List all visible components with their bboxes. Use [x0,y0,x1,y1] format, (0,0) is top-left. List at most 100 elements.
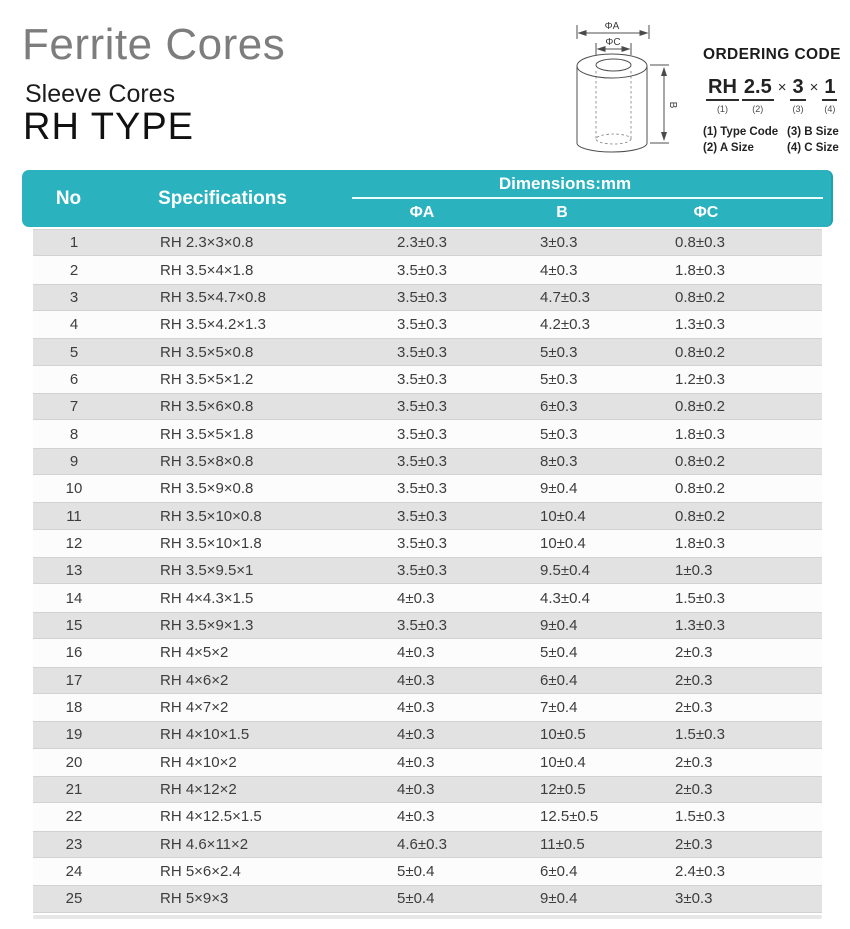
cell-phi-c: 0.8±0.3 [675,234,725,252]
cell-phi-c: 0.8±0.2 [675,480,725,498]
cell-phi-a: 3.5±0.3 [397,562,447,580]
page-title: Ferrite Cores [22,20,286,69]
cell-specification: RH 4×7×2 [160,699,229,717]
column-header-dimensions: Dimensions:mm [498,173,632,193]
cell-phi-a: 4±0.3 [397,699,435,717]
ordering-code-index: (4) [824,104,836,114]
cell-phi-c: 1.8±0.3 [675,534,725,552]
table-row: 20 RH 4×10×2 4±0.3 10±0.4 2±0.3 [33,748,822,776]
cell-phi-c: 0.8±0.2 [675,507,725,525]
cell-no: 5 [69,343,79,361]
table-row: 19 RH 4×10×1.5 4±0.3 10±0.5 1.5±0.3 [33,721,822,749]
cell-phi-a: 3.5±0.3 [397,616,447,634]
cell-b: 10±0.4 [540,753,586,771]
ordering-code-token: 3 [790,77,806,101]
cell-specification: RH 5×9×3 [160,890,229,908]
table-row: 18 RH 4×7×2 4±0.3 7±0.4 2±0.3 [33,693,822,722]
table-body: 1 RH 2.3×3×0.8 2.3±0.3 3±0.3 0.8±0.3 2 R… [33,229,822,913]
cell-phi-a: 4.6±0.3 [397,835,447,853]
cell-b: 5±0.3 [540,425,578,443]
column-header-phi-a: ΦA [409,204,435,221]
cell-no: 21 [65,781,83,799]
cell-phi-a: 3.5±0.3 [397,261,447,279]
cell-b: 4.3±0.4 [540,589,590,607]
table-row: 14 RH 4×4.3×1.5 4±0.3 4.3±0.4 1.5±0.3 [33,584,822,612]
ordering-code-heading: ORDERING CODE [703,46,841,63]
cell-no: 24 [65,863,83,881]
legend-item: (4) C Size [787,142,839,154]
table-row: 12 RH 3.5×10×1.8 3.5±0.3 10±0.4 1.8±0.3 [33,529,822,558]
cell-phi-a: 4±0.3 [397,726,435,744]
cell-no: 8 [69,425,79,443]
cell-b: 4.2±0.3 [540,316,590,334]
cell-b: 10±0.5 [540,726,586,744]
cell-b: 9±0.4 [540,890,578,908]
cell-phi-c: 1.3±0.3 [675,616,725,634]
cell-b: 6±0.4 [540,863,578,881]
cell-phi-a: 3.5±0.3 [397,316,447,334]
cell-specification: RH 3.5×8×0.8 [160,452,254,470]
column-header-no: No [55,187,82,209]
cell-no: 18 [65,699,83,717]
cell-specification: RH 3.5×4.2×1.3 [160,316,266,334]
cell-phi-c: 1.3±0.3 [675,316,725,334]
ordering-code-part: RH (1) [703,77,739,114]
cell-no: 15 [65,616,83,634]
cell-b: 5±0.4 [540,644,578,662]
cell-b: 10±0.4 [540,507,586,525]
cell-phi-c: 2±0.3 [675,835,713,853]
cell-b: 9±0.4 [540,616,578,634]
cell-specification: RH 4×5×2 [160,644,229,662]
diagram-label-b: B [667,102,678,109]
cell-no: 16 [65,644,83,662]
cell-phi-c: 2±0.3 [675,644,713,662]
cell-phi-a: 3.5±0.3 [397,480,447,498]
cell-specification: RH 4×4.3×1.5 [160,589,254,607]
legend-item: (3) B Size [787,126,839,138]
cell-phi-a: 2.3±0.3 [397,234,447,252]
cell-no: 20 [65,753,83,771]
cell-b: 6±0.3 [540,398,578,416]
table-row: 4 RH 3.5×4.2×1.3 3.5±0.3 4.2±0.3 1.3±0.3 [33,311,822,339]
cell-specification: RH 3.5×5×1.8 [160,425,254,443]
cell-phi-c: 1.8±0.3 [675,261,725,279]
cell-phi-c: 0.8±0.2 [675,398,725,416]
cell-phi-c: 3±0.3 [675,890,713,908]
cell-no: 2 [69,261,79,279]
cell-phi-c: 1.5±0.3 [675,808,725,826]
cell-phi-c: 0.8±0.2 [675,288,725,306]
table-row: 22 RH 4×12.5×1.5 4±0.3 12.5±0.5 1.5±0.3 [33,803,822,831]
legend-item: (1) Type Code [703,126,779,138]
table-row: 1 RH 2.3×3×0.8 2.3±0.3 3±0.3 0.8±0.3 [33,229,822,257]
table-row: 15 RH 3.5×9×1.3 3.5±0.3 9±0.4 1.3±0.3 [33,611,822,640]
cell-b: 3±0.3 [540,234,578,252]
cell-phi-a: 4±0.3 [397,808,435,826]
cell-no: 13 [65,562,83,580]
cell-phi-c: 1.5±0.3 [675,589,725,607]
cell-phi-c: 1.2±0.3 [675,370,725,388]
cell-b: 12±0.5 [540,781,586,799]
cell-specification: RH 4×10×2 [160,753,237,771]
ordering-code-part: × 1 (4) [806,77,838,114]
cell-phi-a: 4±0.3 [397,671,435,689]
column-header-phi-c: ΦC [693,204,719,221]
cell-phi-a: 3.5±0.3 [397,343,447,361]
cell-no: 7 [69,398,79,416]
column-header-specifications: Specifications [158,187,287,209]
cell-phi-a: 3.5±0.3 [397,370,447,388]
cell-b: 9.5±0.4 [540,562,590,580]
cell-no: 12 [65,534,83,552]
cell-phi-c: 2±0.3 [675,781,713,799]
ordering-code-index: (3) [792,104,804,114]
ordering-code-index: (2) [752,104,764,114]
table-row: 16 RH 4×5×2 4±0.3 5±0.4 2±0.3 [33,639,822,667]
cell-phi-c: 1±0.3 [675,562,713,580]
multiply-sign: × [809,79,819,96]
table-row: 21 RH 4×12×2 4±0.3 12±0.5 2±0.3 [33,775,822,804]
cell-phi-c: 2±0.3 [675,671,713,689]
cell-specification: RH 3.5×6×0.8 [160,398,254,416]
table-row: 9 RH 3.5×8×0.8 3.5±0.3 8±0.3 0.8±0.2 [33,447,822,476]
cell-no: 3 [69,288,79,306]
cell-b: 8±0.3 [540,452,578,470]
cell-specification: RH 5×6×2.4 [160,863,241,881]
